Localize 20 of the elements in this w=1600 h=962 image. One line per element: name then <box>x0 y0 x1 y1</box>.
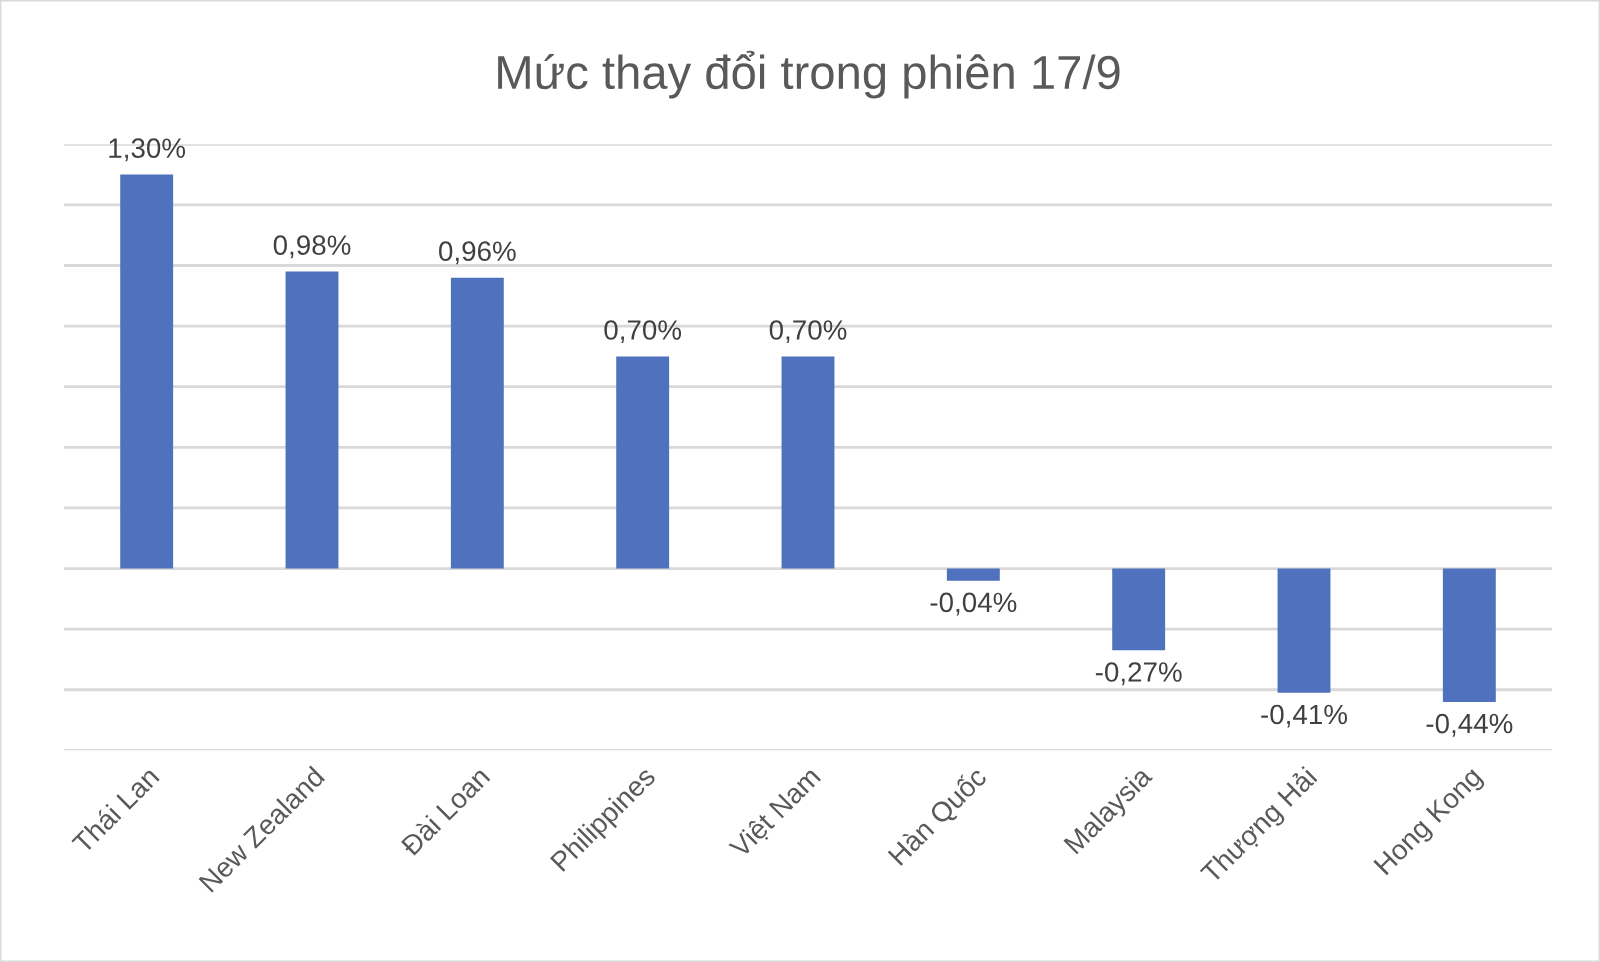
bar <box>946 568 1000 581</box>
data-label: -0,04% <box>930 592 1017 616</box>
bar <box>781 356 835 569</box>
bar <box>1277 568 1331 693</box>
bar <box>120 174 174 569</box>
data-label: 0,70% <box>604 320 682 344</box>
chart-title: Mức thay đổi trong phiên 17/9 <box>498 50 1120 99</box>
bar <box>1112 568 1166 651</box>
bar <box>1442 568 1496 702</box>
bar <box>285 271 339 569</box>
data-label: -0,27% <box>1095 662 1182 686</box>
data-label: 0,96% <box>439 241 516 265</box>
data-label: -0,41% <box>1261 704 1348 728</box>
bar <box>616 356 670 569</box>
data-label: 0,98% <box>273 235 351 259</box>
data-label: 1,30% <box>109 138 186 162</box>
data-label: -0,44% <box>1426 713 1513 737</box>
bar <box>450 277 504 569</box>
data-label: 0,70% <box>769 320 847 344</box>
x-tick-label: Thái Lan <box>70 765 160 855</box>
